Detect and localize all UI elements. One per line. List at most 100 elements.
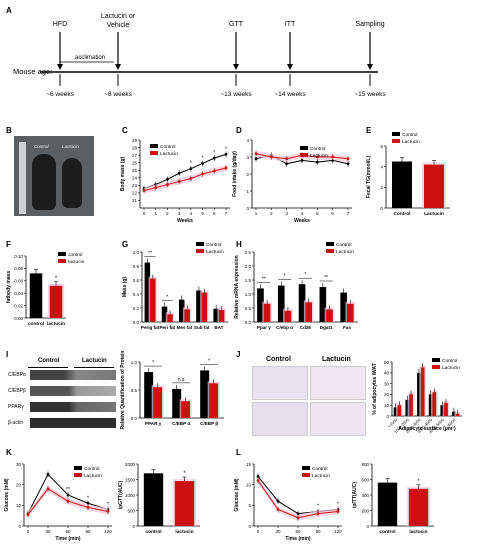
bar (405, 399, 410, 416)
timeline-stage-label: ITT (285, 21, 296, 28)
data-point (142, 189, 146, 193)
bar (428, 394, 433, 416)
y-tick-label: 0 (132, 524, 135, 529)
y-tick-label: 200 (361, 508, 369, 513)
bar (444, 403, 448, 416)
y-tick-label: 27 (132, 153, 138, 158)
wb-group-lactucin: Lactucin (82, 358, 107, 364)
data-point (276, 499, 280, 503)
timeline-stage-label: GTT (229, 21, 244, 28)
significance-star: * (337, 501, 339, 507)
data-point (256, 479, 260, 482)
y-tick-label: 1 (246, 189, 249, 194)
data-point (86, 506, 90, 509)
data-point (177, 180, 181, 183)
legend-label: Control (310, 146, 325, 152)
significance-star: * (107, 501, 109, 507)
bar (172, 388, 182, 418)
bar (408, 488, 429, 526)
x-axis-label: Time (min) (55, 536, 81, 542)
bar (200, 370, 210, 418)
y-tick-label: 2.0 (245, 264, 252, 269)
legend-label: Control (442, 358, 457, 364)
timeline-arrowhead (57, 64, 63, 70)
x-tick-label: 0 (257, 529, 260, 534)
significance-star: n.s (178, 377, 185, 383)
legend-label: Lactucin (206, 249, 224, 255)
legend-swatch (150, 151, 158, 155)
y-tick-label: 15 (246, 462, 252, 467)
wb-group-underline-2 (74, 367, 114, 368)
timeline-axis-label: Mouse age: (13, 67, 52, 76)
timeline-arrowhead (287, 64, 293, 70)
chart-i: 0.0 0.5 1.0 Relative Quantification of Prot… (120, 351, 224, 430)
x-tick-label: Perig fat (141, 325, 160, 330)
y-tick-label: 1.0 (131, 360, 138, 365)
bar (29, 273, 43, 318)
bar (167, 314, 173, 322)
y-tick-label: 0.6 (133, 278, 140, 283)
bar (340, 292, 347, 322)
legend-label: Lactucin (84, 473, 102, 479)
histology-image-1 (252, 366, 308, 400)
y-tick-label: 1.0 (245, 292, 252, 297)
x-tick-label: Peri fat (159, 325, 175, 330)
panel-letter-e: E (366, 126, 372, 135)
y-tick-label: 0.4 (133, 292, 140, 297)
x-tick-label: 7 (347, 211, 350, 216)
ruler (19, 142, 26, 214)
legend-label: Control (160, 144, 175, 150)
bar (409, 394, 413, 416)
y-tick-label: 0 (366, 524, 369, 529)
y-axis-label: Food intake (g/day) (232, 151, 238, 197)
legend-label: control (68, 252, 82, 258)
x-tick-label: Sub fat (194, 325, 210, 330)
y-tick-label: 0.0 (133, 320, 140, 325)
y-tick-label: 20 (384, 392, 390, 397)
x-tick-label: 6 (213, 211, 216, 216)
y-tick-label: 0.0 (131, 416, 138, 421)
significance-star: ** (148, 251, 152, 257)
histology-image-4 (310, 402, 366, 436)
significance-star: * (55, 276, 58, 282)
mouse-lactucin (62, 158, 82, 208)
significance-star: * (225, 146, 227, 152)
y-tick-label: 30 (384, 381, 390, 386)
histology-image-2 (310, 366, 366, 400)
chart-k: 0 10 20 30 Glucose (mM) Time (min) 0 30 60 90 120 *… (4, 462, 112, 542)
y-tick-label: 4 (380, 164, 383, 169)
y-tick-label: 2000 (125, 462, 136, 467)
data-point (296, 512, 300, 515)
chart-g: 0.0 0.2 0.4 0.6 0.8 1.0 Mass (g) Perig fat Peri … (122, 242, 228, 330)
bar (144, 372, 154, 418)
y-tick-label: 29 (132, 138, 138, 143)
y-tick-label: 6 (380, 144, 383, 149)
y-tick-label: 0 (380, 206, 383, 211)
series-band (144, 164, 226, 194)
y-tick-label: 0 (246, 206, 249, 211)
legend-swatch (58, 259, 66, 263)
bar (143, 473, 164, 526)
y-axis-label: Relative Quantification of Protein (120, 351, 126, 430)
timeline-stage-label: HFD (53, 21, 67, 28)
data-point (331, 155, 335, 159)
data-point (212, 156, 216, 160)
panel-letter-a: A (6, 6, 12, 15)
y-tick-label: 0 (18, 524, 21, 529)
bar (174, 481, 195, 526)
legend-swatch (432, 365, 440, 369)
bar (440, 405, 445, 416)
y-tick-label: 1000 (125, 493, 136, 498)
bar (319, 287, 327, 322)
y-tick-label: 800 (361, 462, 369, 467)
bar (201, 292, 208, 322)
legend-label: Control (206, 242, 221, 248)
significance-star: ** (324, 275, 328, 281)
timeline-stage-label: Lactucin or (101, 13, 136, 20)
data-point (315, 160, 319, 164)
legend-label: Lactucin (442, 365, 460, 371)
y-tick-label: 21 (132, 198, 138, 203)
timeline-arrowhead (115, 64, 121, 70)
y-tick-label: 1500 (125, 477, 136, 482)
photo-label-lactucin: Lactucin (62, 144, 79, 149)
